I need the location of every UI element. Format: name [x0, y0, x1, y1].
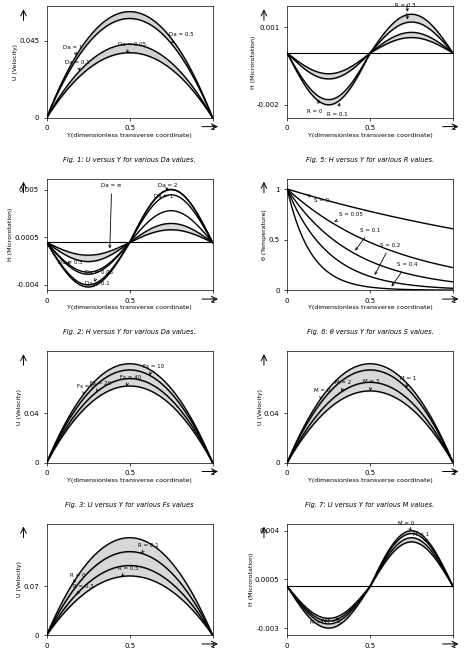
Text: M = 1: M = 1 — [400, 376, 416, 387]
Text: S = 0: S = 0 — [308, 195, 329, 203]
Text: R = 0.3: R = 0.3 — [395, 3, 416, 19]
Text: S = 0.4: S = 0.4 — [392, 262, 417, 286]
X-axis label: Y(dimensionless transverse coordinate): Y(dimensionless transverse coordinate) — [308, 133, 432, 138]
X-axis label: Y(dimensionless transverse coordinate): Y(dimensionless transverse coordinate) — [67, 478, 192, 483]
Text: S = 0.2: S = 0.2 — [375, 243, 400, 274]
Text: R = 0.5: R = 0.5 — [118, 566, 139, 576]
Text: Da = 0.1: Da = 0.1 — [85, 281, 109, 286]
Y-axis label: U (Velocity): U (Velocity) — [17, 561, 22, 597]
Text: Fs = 40: Fs = 40 — [120, 375, 141, 386]
Text: M = 3: M = 3 — [311, 620, 326, 625]
Text: M = 0: M = 0 — [398, 521, 415, 530]
Text: Da = 0.5: Da = 0.5 — [170, 32, 194, 43]
Text: Fs = 20: Fs = 20 — [90, 381, 111, 391]
Y-axis label: U (Velocity): U (Velocity) — [17, 389, 22, 425]
Text: Da = 0.1: Da = 0.1 — [65, 60, 90, 71]
X-axis label: Y(dimensionless transverse coordinate): Y(dimensionless transverse coordinate) — [67, 305, 192, 310]
Text: Da = 0.5: Da = 0.5 — [58, 260, 83, 264]
Y-axis label: H (Microrotation): H (Microrotation) — [8, 208, 13, 261]
Y-axis label: H (Microrotation): H (Microrotation) — [248, 553, 254, 606]
Text: Da = 1: Da = 1 — [64, 45, 83, 55]
Y-axis label: U (Velocity): U (Velocity) — [13, 44, 18, 80]
X-axis label: Y(dimensionless transverse coordinate): Y(dimensionless transverse coordinate) — [308, 305, 432, 310]
Text: S = 0.05: S = 0.05 — [335, 213, 362, 222]
Text: Fs = 10: Fs = 10 — [143, 364, 164, 375]
Text: Da = 0.05: Da = 0.05 — [85, 270, 113, 281]
Text: R = 0.5: R = 0.5 — [395, 0, 416, 11]
Title: Fig. 7: U versus Y for various M values.: Fig. 7: U versus Y for various M values. — [305, 502, 435, 507]
Y-axis label: H (Microrotation): H (Microrotation) — [250, 36, 255, 89]
Text: R = 0: R = 0 — [307, 100, 322, 113]
Text: Da = 2: Da = 2 — [158, 183, 177, 190]
Text: M = 3: M = 3 — [363, 380, 380, 390]
Title: Fig. 5: H versus Y for various R values.: Fig. 5: H versus Y for various R values. — [306, 157, 434, 163]
Title: Fig. 6: θ versus Y for various S values.: Fig. 6: θ versus Y for various S values. — [307, 329, 433, 335]
Text: M = 0: M = 0 — [314, 388, 330, 399]
Y-axis label: θ (Temperature): θ (Temperature) — [262, 209, 267, 260]
X-axis label: Y(dimensionless transverse coordinate): Y(dimensionless transverse coordinate) — [308, 478, 432, 483]
Text: M = 2: M = 2 — [325, 619, 341, 623]
Text: R = 0: R = 0 — [70, 573, 85, 583]
Text: R = 0.1: R = 0.1 — [138, 543, 158, 553]
Text: M = 2: M = 2 — [335, 380, 352, 391]
Text: Da = 1: Da = 1 — [155, 194, 174, 199]
X-axis label: Y(dimensionless transverse coordinate): Y(dimensionless transverse coordinate) — [67, 133, 192, 138]
Text: S = 0.1: S = 0.1 — [356, 227, 381, 250]
Title: Fig. 1: U versus Y for various Da values.: Fig. 1: U versus Y for various Da values… — [64, 157, 196, 163]
Text: Da = ∞: Da = ∞ — [101, 183, 122, 248]
Title: Fig. 2: H versus Y for various Da values.: Fig. 2: H versus Y for various Da values… — [63, 329, 196, 335]
Text: Fs = 0: Fs = 0 — [77, 384, 94, 395]
Text: Da = 0.05: Da = 0.05 — [118, 42, 146, 52]
Y-axis label: U (Velocity): U (Velocity) — [257, 389, 262, 425]
Text: R = 0.1: R = 0.1 — [327, 104, 347, 117]
Text: R = 0.3: R = 0.3 — [73, 584, 94, 594]
Title: Fig. 3: U versus Y for various Fs values: Fig. 3: U versus Y for various Fs values — [65, 502, 194, 507]
Text: M = 1: M = 1 — [413, 532, 430, 541]
